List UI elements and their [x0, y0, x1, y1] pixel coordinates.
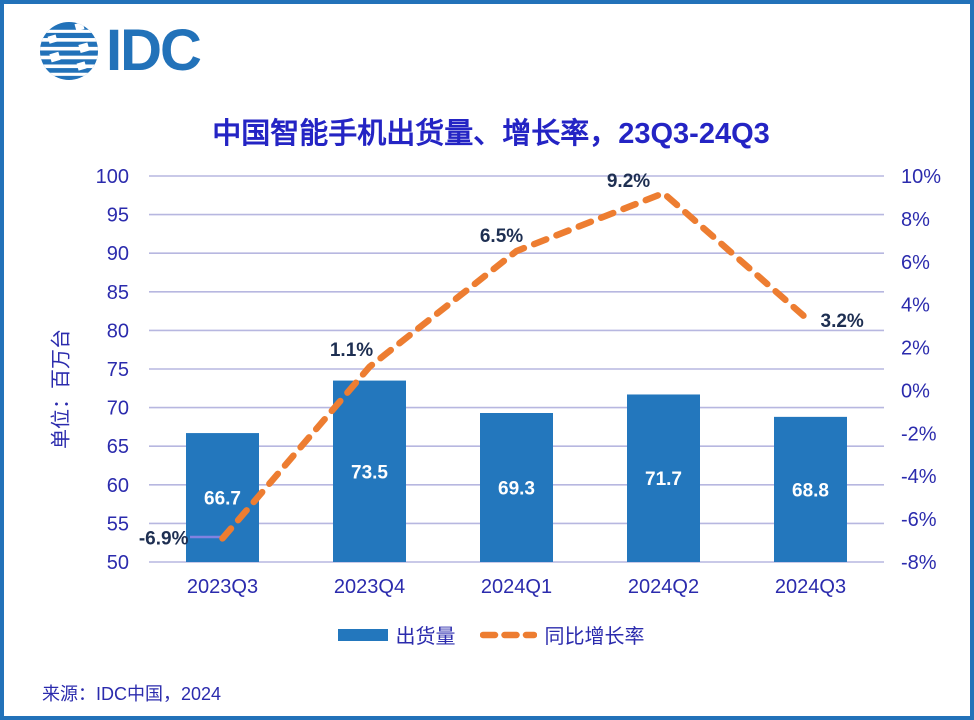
idc-globe-icon: [40, 22, 98, 80]
bar-value-label: 69.3: [498, 479, 535, 500]
x-axis-label: 2024Q2: [628, 576, 699, 598]
legend: 出货量 同比增长率: [4, 620, 970, 649]
bar-value-label: 73.5: [351, 462, 388, 483]
idc-logo-text: IDC: [106, 18, 202, 83]
growth-point-label: -6.9%: [139, 528, 189, 549]
legend-label-shipments: 出货量: [395, 626, 456, 648]
bar-value-label: 66.7: [204, 489, 241, 510]
idc-logo: IDC: [40, 18, 202, 83]
right-axis-tick: -8%: [901, 552, 937, 574]
bar-value-label: 68.8: [792, 480, 829, 501]
left-axis-tick: 50: [107, 552, 129, 574]
right-axis-tick: 10%: [901, 166, 941, 188]
right-axis-tick: -4%: [901, 466, 937, 488]
left-axis-tick: 85: [107, 282, 129, 304]
chart-title: 中国智能手机出货量、增长率，23Q3-24Q3: [212, 118, 770, 150]
shipment-bar: [774, 416, 847, 562]
bar-value-label: 71.7: [645, 469, 682, 490]
growth-point-label: 3.2%: [821, 311, 864, 332]
x-axis-label: 2023Q3: [187, 576, 258, 598]
growth-point-label: 1.1%: [330, 340, 373, 361]
legend-label-growth: 同比增长率: [544, 626, 645, 648]
legend-item-growth: 同比增长率: [479, 620, 645, 649]
left-axis-tick: 65: [107, 436, 129, 458]
growth-point-label: 6.5%: [480, 226, 523, 247]
x-axis-label: 2024Q1: [481, 576, 552, 598]
left-axis-tick: 95: [107, 205, 129, 227]
shipment-bar: [480, 413, 553, 562]
left-axis-tick: 90: [107, 243, 129, 265]
right-axis-tick: -2%: [901, 423, 937, 445]
dashed-line-swatch-icon: [479, 631, 537, 638]
shipment-bar: [627, 394, 700, 562]
left-axis-tick: 75: [107, 359, 129, 381]
shipment-bar: [186, 433, 259, 562]
right-axis-tick: 2%: [901, 338, 930, 360]
source-note: 来源：IDC中国，2024: [42, 684, 222, 704]
x-axis-label: 2024Q3: [775, 576, 846, 598]
legend-item-shipments: 出货量: [337, 620, 456, 649]
right-axis-tick: 4%: [901, 295, 930, 317]
left-axis-title: 单位：百万台: [50, 329, 73, 449]
right-axis-tick: 8%: [901, 209, 930, 231]
bar-swatch-icon: [337, 628, 388, 641]
growth-point-label: 9.2%: [607, 171, 650, 192]
right-axis-tick: 6%: [901, 252, 930, 274]
left-axis-tick: 80: [107, 320, 129, 342]
right-axis-tick: -6%: [901, 509, 937, 531]
shipment-bar: [333, 380, 406, 562]
left-axis-tick: 100: [96, 166, 129, 188]
left-axis-tick: 70: [107, 398, 129, 420]
right-axis-tick: 0%: [901, 380, 930, 402]
x-axis-label: 2023Q4: [334, 576, 405, 598]
left-axis-tick: 55: [107, 513, 129, 535]
left-axis-tick: 60: [107, 475, 129, 497]
growth-line: [219, 189, 814, 542]
